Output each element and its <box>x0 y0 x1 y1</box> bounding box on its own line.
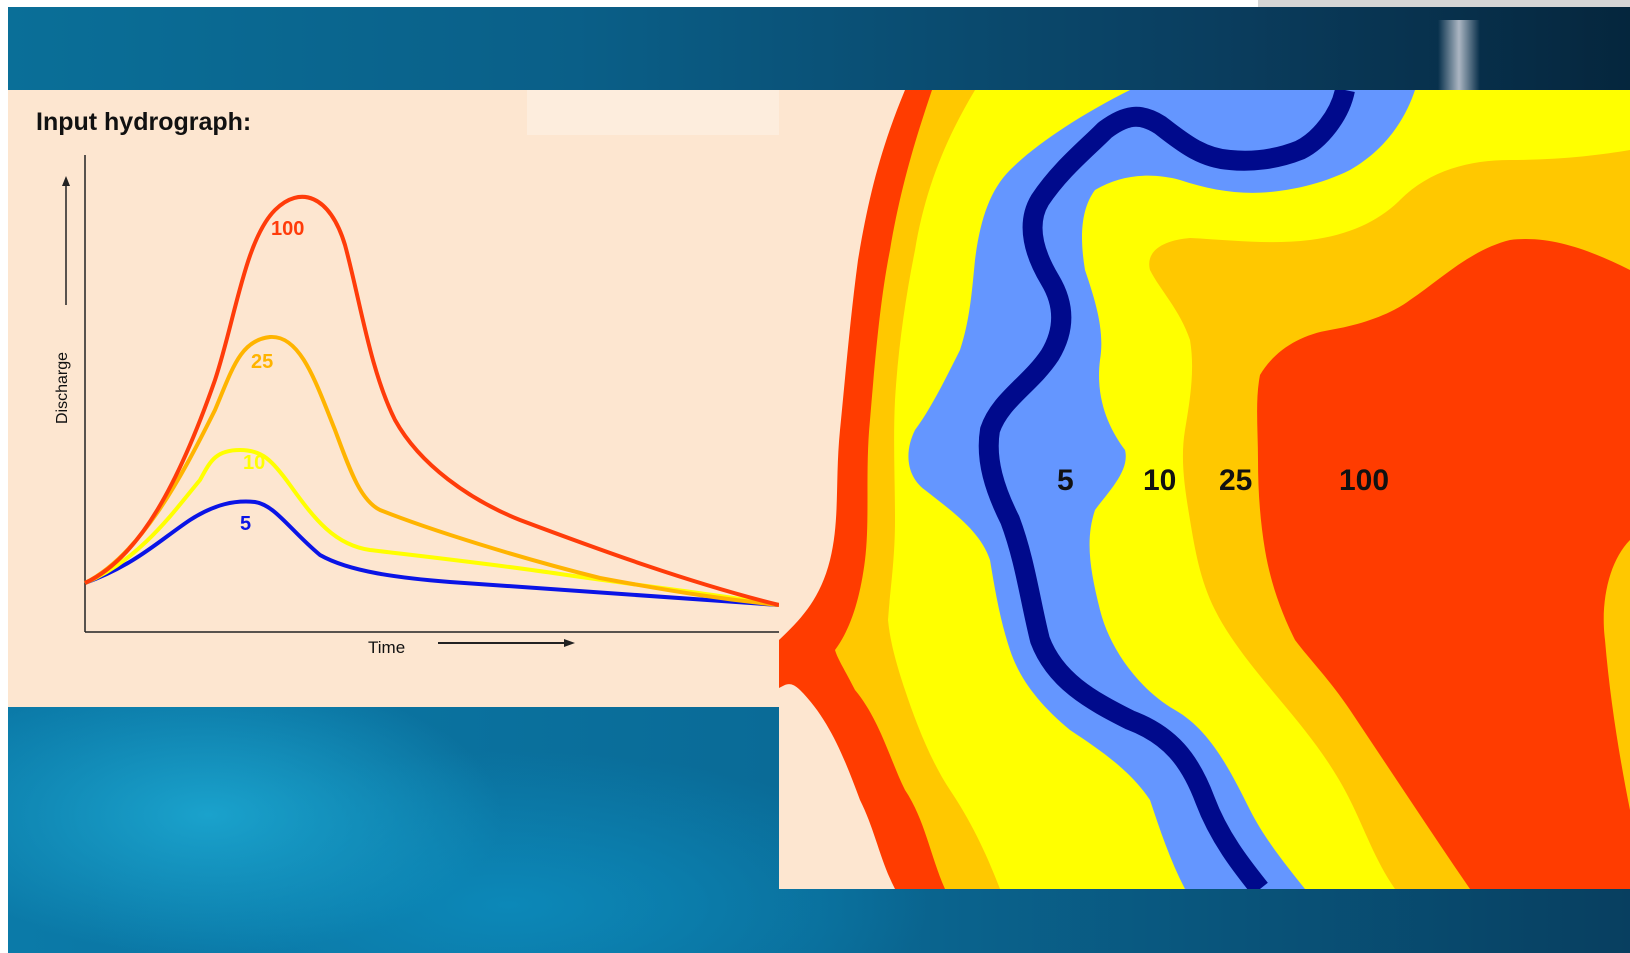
curve-5 <box>84 499 780 607</box>
curve-label-5: 5 <box>240 513 251 535</box>
hydrograph-title: Input hydrograph: <box>36 108 252 136</box>
flood-map: 5 10 25 100 <box>779 90 1630 889</box>
highlight-patch <box>527 90 779 135</box>
light-blue-band <box>908 90 1415 889</box>
x-axis-arrowhead <box>564 639 575 647</box>
zone-label-25: 25 <box>1219 464 1252 497</box>
curve-label-25: 25 <box>251 351 273 373</box>
curve-label-10: 10 <box>243 452 265 474</box>
top-right-edge <box>1258 0 1630 7</box>
x-axis-label: Time <box>368 638 405 657</box>
zone-label-10: 10 <box>1143 464 1176 497</box>
decorative-glow <box>1438 20 1480 90</box>
zone-label-100: 100 <box>1339 464 1389 497</box>
curve-100 <box>84 194 780 607</box>
zone-label-5: 5 <box>1057 464 1074 497</box>
river-channel <box>978 90 1355 889</box>
zone-100-area <box>1257 239 1630 889</box>
y-axis-arrowhead <box>62 176 70 186</box>
y-axis-label: Discharge <box>54 352 71 424</box>
curve-label-100: 100 <box>271 218 304 240</box>
curve-25 <box>84 334 780 607</box>
flood-map-panel: 5 10 25 100 <box>779 90 1630 889</box>
hydrograph-panel <box>8 90 779 707</box>
